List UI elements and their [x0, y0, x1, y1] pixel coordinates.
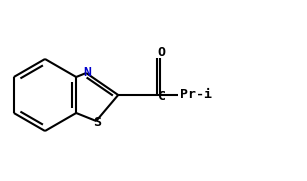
Text: N: N [83, 66, 91, 79]
Text: Pr-i: Pr-i [180, 89, 212, 102]
Text: O: O [157, 47, 165, 60]
Text: C: C [158, 89, 166, 102]
Text: S: S [93, 115, 101, 129]
